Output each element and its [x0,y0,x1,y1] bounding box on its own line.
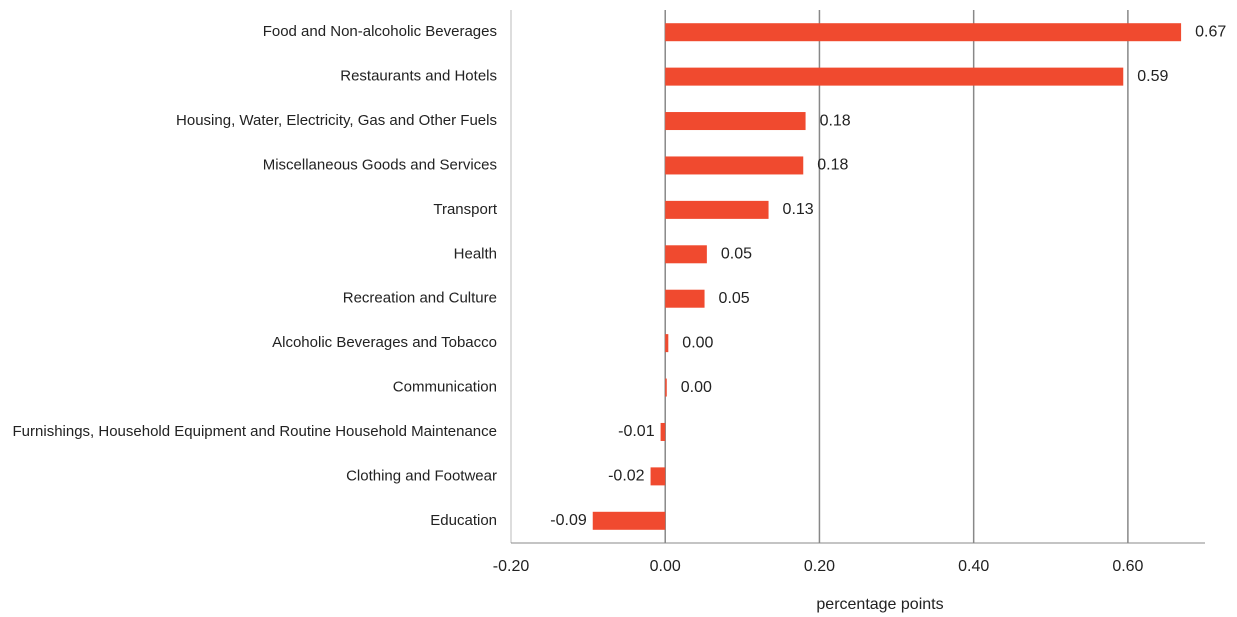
value-label: 0.18 [817,157,848,174]
x-tick-label: 0.40 [958,558,989,575]
value-label: -0.02 [608,468,645,485]
x-tick-label: -0.20 [493,558,530,575]
bar [665,112,806,131]
value-label: 0.00 [682,334,713,351]
category-label: Restaurants and Hotels [340,68,497,85]
x-tick-label: 0.60 [1112,558,1143,575]
x-tick-label: 0.20 [804,558,835,575]
bar [665,245,707,264]
value-label: 0.18 [820,112,851,129]
category-label: Furnishings, Household Equipment and Rou… [13,423,497,440]
category-label: Food and Non-alcoholic Beverages [263,23,497,40]
value-label: 0.67 [1195,23,1226,40]
category-label: Housing, Water, Electricity, Gas and Oth… [176,112,497,129]
value-label: 0.00 [681,379,712,396]
bar [592,511,666,530]
category-label: Alcoholic Beverages and Tobacco [272,334,497,351]
bar [665,23,1182,42]
bar [665,334,669,353]
value-label: -0.01 [618,423,655,440]
x-tick-label: 0.00 [650,558,681,575]
category-label: Clothing and Footwear [346,467,497,484]
bar [665,378,667,397]
value-label: -0.09 [550,512,587,529]
bar [665,289,705,308]
value-label: 0.05 [721,246,752,263]
bar [650,467,666,486]
category-label: Communication [393,379,497,396]
value-label: 0.05 [719,290,750,307]
category-label: Transport [433,201,497,218]
category-label: Education [430,512,497,529]
category-label: Health [454,245,497,262]
category-label: Recreation and Culture [343,290,497,307]
category-label: Miscellaneous Goods and Services [263,156,497,173]
x-axis-label: percentage points [816,596,943,613]
value-label: 0.59 [1137,68,1168,85]
bar [660,422,666,441]
value-label: 0.13 [783,201,814,218]
bar [665,67,1124,86]
bar [665,200,769,219]
bar [665,156,804,175]
